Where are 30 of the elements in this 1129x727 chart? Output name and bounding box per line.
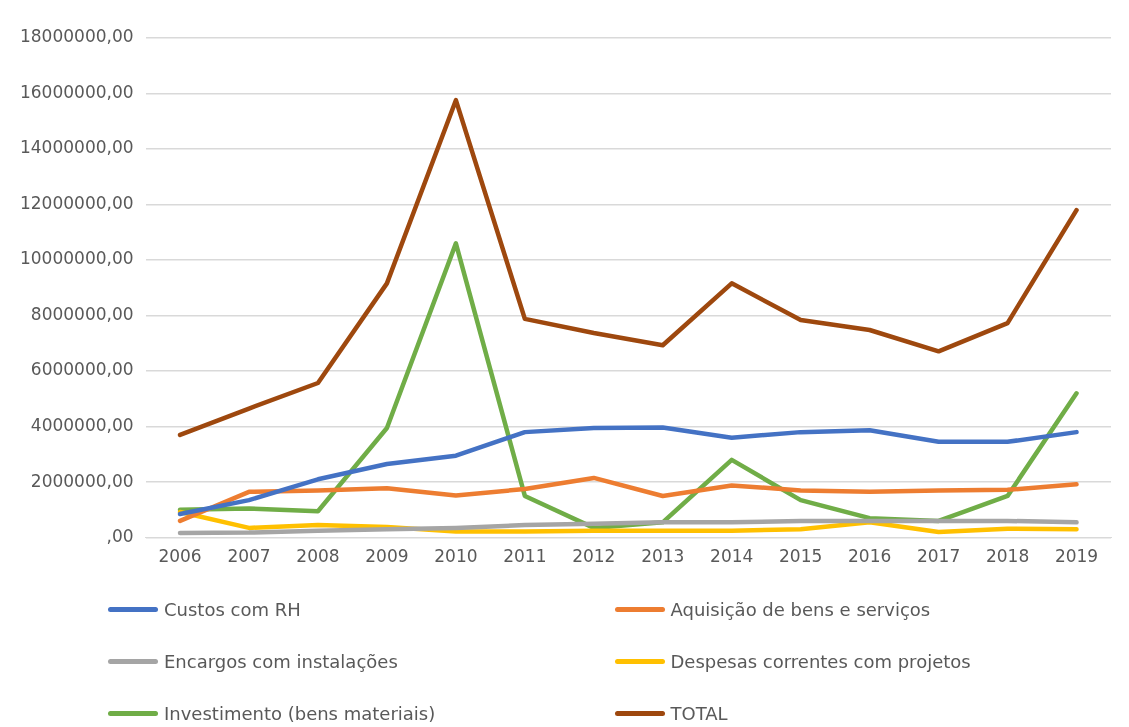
- x-tick-label: 2011: [503, 546, 547, 567]
- y-tick-label: 14000000,00: [19, 137, 134, 158]
- x-tick-label: 2014: [710, 546, 754, 567]
- x-tick-label: 2013: [641, 546, 685, 567]
- x-tick-label: 2008: [296, 546, 340, 567]
- y-tick-label: 6000000,00: [30, 359, 134, 380]
- y-tick-label: 4000000,00: [30, 415, 134, 435]
- y-tick-label: 18000000,00: [19, 26, 134, 47]
- y-tick-label: 12000000,00: [19, 192, 134, 213]
- legend-label: Despesas correntes com projetos: [670, 650, 971, 672]
- x-tick-label: 2017: [916, 546, 961, 567]
- legend-label: TOTAL: [670, 702, 728, 724]
- y-tick-label: 16000000,00: [19, 81, 134, 102]
- x-tick-label: 2010: [434, 546, 478, 567]
- x-tick-label: 2019: [1054, 546, 1099, 567]
- y-tick-label: 10000000,00: [19, 248, 134, 269]
- legend-label: Encargos com instalações: [164, 650, 398, 672]
- legend-label: Aquisição de bens e serviços: [670, 598, 931, 620]
- y-tick-label: ,00: [106, 526, 134, 547]
- x-tick-label: 2009: [365, 546, 409, 567]
- x-tick-label: 2018: [985, 546, 1030, 567]
- legend-label: Investimento (bens materiais): [164, 702, 436, 724]
- x-tick-label: 2012: [572, 546, 616, 567]
- y-tick-label: 2000000,00: [30, 470, 134, 491]
- x-tick-label: 2006: [158, 546, 202, 567]
- x-tick-label: 2015: [779, 546, 823, 567]
- y-tick-label: 8000000,00: [30, 303, 134, 324]
- x-tick-label: 2016: [848, 546, 892, 567]
- legend-label: Custos com RH: [164, 598, 301, 620]
- x-tick-label: 2007: [227, 546, 271, 567]
